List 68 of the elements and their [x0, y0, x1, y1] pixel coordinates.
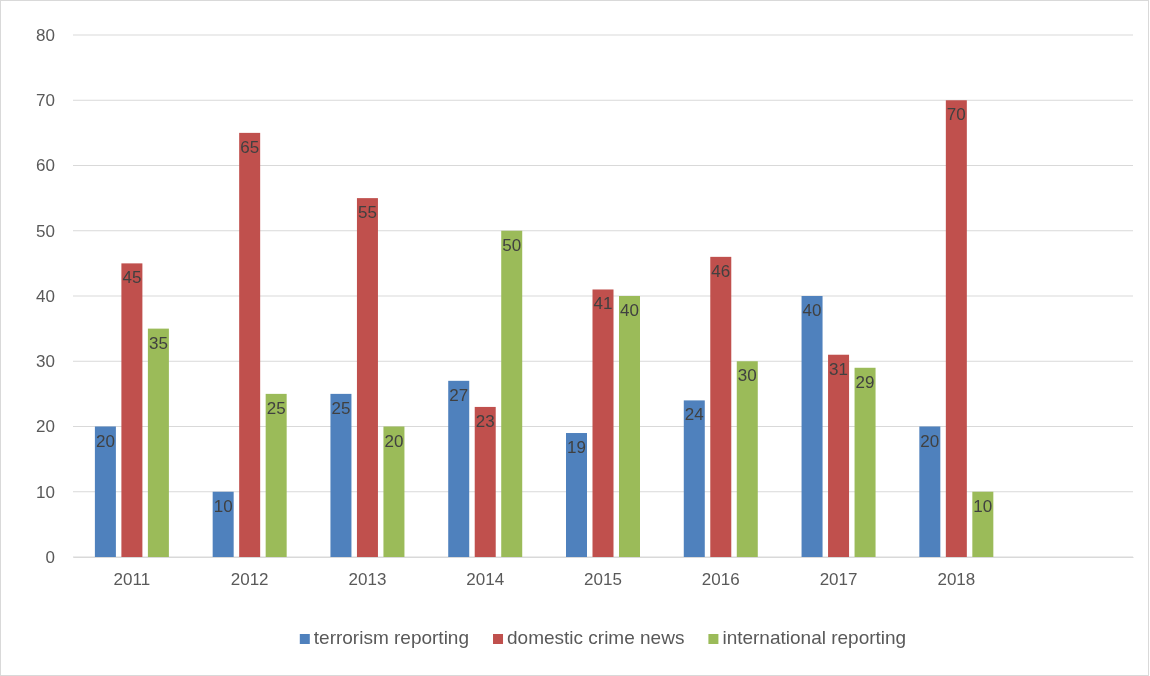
- y-tick-label: 70: [36, 91, 55, 111]
- data-label: 20: [920, 431, 940, 451]
- bar: [683, 400, 705, 557]
- data-label: 30: [737, 366, 757, 386]
- bar: [801, 296, 823, 557]
- bar: [448, 380, 470, 557]
- data-label: 27: [449, 385, 469, 405]
- bar: [121, 263, 143, 557]
- bar: [356, 198, 378, 557]
- bar: [94, 426, 116, 557]
- bar: [736, 361, 758, 557]
- x-tick-label: 2018: [937, 570, 976, 590]
- y-tick-label: 0: [45, 547, 55, 567]
- x-tick-label: 2013: [348, 570, 387, 590]
- data-label: 40: [620, 301, 639, 320]
- data-label: 25: [331, 398, 351, 418]
- y-tick-label: 60: [36, 156, 55, 176]
- bar: [710, 256, 732, 557]
- data-label: 46: [711, 261, 731, 281]
- bar: [212, 491, 234, 557]
- legend-label: domestic crime news: [507, 627, 685, 648]
- y-tick-label: 30: [36, 352, 55, 372]
- data-label: 70: [946, 105, 966, 125]
- data-label: 35: [148, 333, 168, 353]
- data-label: 65: [240, 137, 260, 157]
- data-label: 50: [502, 235, 522, 255]
- data-label: 40: [802, 301, 822, 320]
- y-tick-label: 40: [36, 286, 55, 306]
- x-tick-label: 2016: [701, 570, 740, 590]
- y-tick-label: 20: [36, 417, 55, 437]
- bar: [972, 491, 994, 557]
- bar: [330, 393, 352, 557]
- legend-label: terrorism reporting: [313, 627, 470, 648]
- data-label: 10: [213, 496, 233, 516]
- data-label: 10: [973, 496, 993, 516]
- bar: [501, 230, 523, 557]
- bar: [147, 328, 169, 557]
- x-tick-label: 2011: [113, 570, 151, 590]
- data-label: 29: [855, 372, 875, 392]
- x-tick-label: 2014: [466, 570, 505, 590]
- bar: [239, 132, 261, 557]
- bar: [265, 393, 287, 557]
- data-label: 24: [684, 405, 704, 425]
- bar: [383, 426, 405, 557]
- y-tick-label: 10: [36, 482, 55, 502]
- data-label: 23: [475, 411, 495, 431]
- bar: [945, 100, 967, 557]
- y-tick-label: 50: [36, 221, 55, 241]
- data-label: 20: [384, 431, 404, 451]
- data-label: 55: [357, 203, 377, 223]
- data-label: 45: [122, 268, 142, 288]
- bar: [619, 296, 640, 557]
- data-label: 25: [266, 398, 286, 418]
- bar: [854, 367, 876, 557]
- legend-label: international reporting: [722, 627, 907, 648]
- data-label: 41: [593, 294, 613, 314]
- data-label: 20: [95, 431, 115, 451]
- bar: [828, 354, 850, 557]
- bar: [919, 426, 941, 557]
- data-label: 31: [829, 359, 849, 379]
- bar: [566, 433, 587, 557]
- y-tick-label: 80: [36, 25, 55, 45]
- x-tick-label: 2017: [819, 570, 858, 590]
- x-tick-label: 2012: [230, 570, 269, 590]
- data-label: 19: [567, 438, 586, 458]
- bar: [474, 406, 496, 557]
- bar: [592, 289, 614, 557]
- x-tick-label: 2015: [584, 570, 622, 590]
